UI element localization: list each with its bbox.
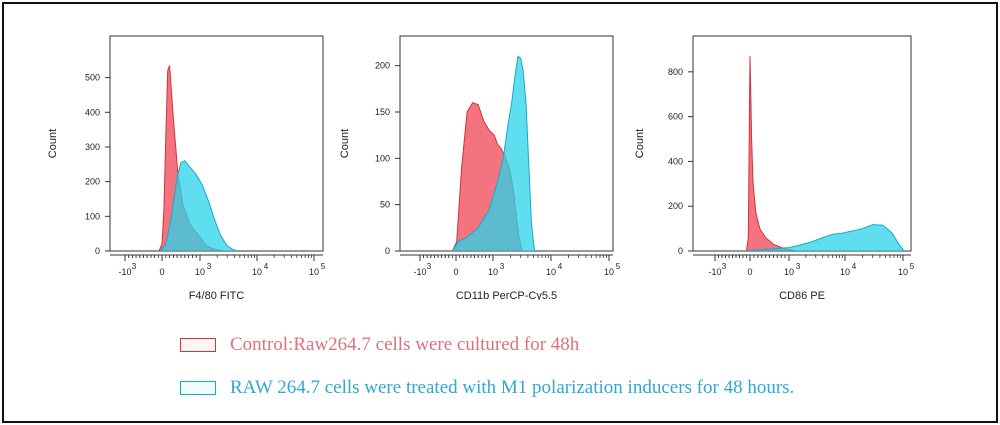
x-tick-label: 0 bbox=[159, 267, 164, 277]
plot-frame bbox=[109, 35, 324, 252]
x-tick-exponent: 5 bbox=[910, 262, 915, 271]
x-tick-label: 10 bbox=[840, 267, 850, 277]
y-tick-label: 50 bbox=[380, 200, 390, 210]
x-tick-label: 10 bbox=[898, 267, 908, 277]
x-tick-label: 10 bbox=[604, 267, 614, 277]
legend-entry-m1: RAW 264.7 cells were treated with M1 pol… bbox=[180, 377, 794, 399]
x-tick-exponent: 3 bbox=[722, 262, 727, 271]
x-tick-exponent: 5 bbox=[616, 262, 621, 271]
y-tick-label: 200 bbox=[85, 177, 100, 187]
x-tick-label: 10 bbox=[784, 267, 794, 277]
legend-label-m1: RAW 264.7 cells were treated with M1 pol… bbox=[230, 377, 795, 398]
x-tick-label: 10 bbox=[488, 267, 498, 277]
x-tick-exponent: 4 bbox=[852, 262, 857, 271]
x-tick-exponent: 4 bbox=[264, 262, 269, 271]
x-tick-label: 10 bbox=[195, 267, 205, 277]
y-tick-label: 800 bbox=[668, 67, 683, 77]
y-tick-label: 100 bbox=[375, 153, 390, 163]
plot-frame bbox=[692, 35, 912, 252]
y-tick-label: 0 bbox=[95, 246, 100, 256]
series-m1-area bbox=[451, 55, 536, 251]
y-tick-label: 400 bbox=[668, 156, 683, 166]
x-tick-exponent: 5 bbox=[321, 262, 326, 271]
x-tick-label: 10 bbox=[546, 267, 556, 277]
x-tick-label: -10 bbox=[118, 267, 131, 277]
x-axis-title: CD86 PE bbox=[779, 290, 825, 300]
legend-swatch-control bbox=[180, 338, 216, 352]
x-tick-label: 0 bbox=[747, 267, 752, 277]
x-axis-title: CD11b PerCP-Cy5.5 bbox=[456, 290, 557, 300]
y-tick-label: 300 bbox=[85, 142, 100, 152]
series-m1-area bbox=[746, 224, 905, 251]
plot-area bbox=[745, 56, 905, 251]
x-tick-exponent: 3 bbox=[207, 262, 212, 271]
y-tick-label: 0 bbox=[678, 246, 683, 256]
x-tick-label: 0 bbox=[453, 267, 458, 277]
x-tick-label: -10 bbox=[708, 267, 721, 277]
x-tick-exponent: 3 bbox=[500, 262, 505, 271]
legend-label-control: Control:Raw264.7 cells were cultured for… bbox=[230, 334, 580, 355]
y-tick-label: 200 bbox=[375, 61, 390, 71]
legend-swatch-m1 bbox=[180, 381, 216, 395]
y-tick-label: 100 bbox=[85, 211, 100, 221]
plot-area bbox=[451, 55, 536, 251]
x-axis-title: F4/80 FITC bbox=[189, 290, 245, 300]
y-tick-label: 0 bbox=[385, 246, 390, 256]
y-tick-label: 200 bbox=[668, 201, 683, 211]
y-tick-label: 600 bbox=[668, 112, 683, 122]
y-tick-label: 400 bbox=[85, 107, 100, 117]
y-tick-label: 150 bbox=[375, 107, 390, 117]
y-axis-title: Count bbox=[47, 129, 59, 158]
x-tick-exponent: 3 bbox=[132, 262, 137, 271]
y-axis-title: Count bbox=[339, 129, 351, 158]
x-tick-label: 10 bbox=[309, 267, 319, 277]
legend-entry-control: Control:Raw264.7 cells were cultured for… bbox=[180, 334, 579, 356]
y-tick-label: 500 bbox=[85, 73, 100, 83]
plot-area bbox=[158, 65, 238, 251]
y-axis-title: Count bbox=[634, 129, 646, 158]
x-tick-label: -10 bbox=[413, 267, 426, 277]
x-tick-label: 10 bbox=[252, 267, 262, 277]
x-tick-exponent: 3 bbox=[796, 262, 801, 271]
x-tick-exponent: 4 bbox=[558, 262, 563, 271]
x-tick-exponent: 3 bbox=[427, 262, 432, 271]
series-m1-area bbox=[159, 160, 238, 251]
